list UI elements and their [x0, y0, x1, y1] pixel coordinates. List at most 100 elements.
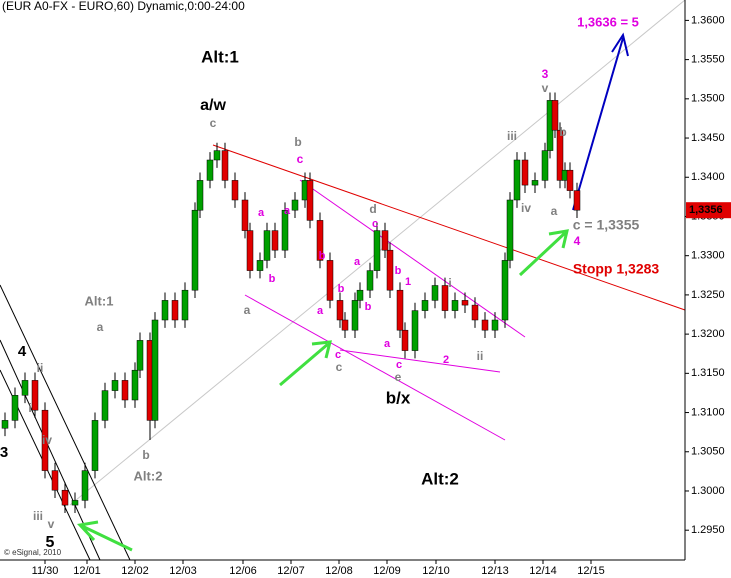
annotation: a: [97, 320, 104, 334]
y-tick-label: 1.3000: [691, 485, 725, 497]
candle-body: [11, 395, 19, 421]
y-tick-label: 1.2950: [691, 524, 725, 536]
x-tick-label: 12/14: [529, 565, 557, 577]
candle-body: [213, 150, 221, 161]
x-tick-label: 11/30: [32, 565, 59, 577]
y-tick-label: 1.3250: [691, 289, 725, 301]
candle-body: [501, 260, 509, 321]
annotation: 3: [0, 444, 8, 461]
candle-body: [221, 150, 229, 181]
candle-body: [71, 500, 79, 506]
annotation: a: [284, 205, 291, 217]
annotation: 3: [542, 67, 549, 81]
candle-body: [336, 300, 344, 321]
annotation: Stopp 1,3283: [573, 261, 660, 277]
y-tick-label: 1.3500: [691, 93, 725, 105]
x-tick-label: 12/06: [229, 565, 257, 577]
annotation: a/w: [200, 97, 226, 114]
annotation: a: [317, 305, 324, 317]
candle-body: [341, 319, 349, 331]
candle-body: [421, 300, 429, 311]
channel-line: [0, 284, 131, 561]
candle-body: [326, 260, 334, 301]
annotation: d: [369, 202, 376, 216]
trend-line: [212, 144, 686, 311]
candle-body: [573, 190, 581, 211]
candle-body: [206, 159, 214, 181]
x-tick-label: 12/15: [577, 565, 605, 577]
candle-body: [351, 300, 359, 331]
candle-body: [566, 169, 574, 191]
annotation: 1: [405, 276, 411, 288]
annotation: e: [395, 370, 402, 384]
annotation: iv: [521, 201, 531, 215]
annotation: b: [365, 301, 372, 313]
candle-body: [521, 159, 529, 186]
candle-body: [131, 369, 139, 401]
candle-body: [41, 409, 49, 471]
candle-body: [441, 285, 449, 311]
x-tick-label: 12/07: [277, 565, 305, 577]
wedge-line: [244, 294, 506, 441]
candle-body: [366, 270, 374, 291]
annotation: b: [142, 448, 149, 462]
target-arrow: [572, 32, 629, 211]
annotation: Alt:1: [201, 47, 239, 66]
candle-body: [263, 230, 271, 261]
x-tick-label: 12/10: [422, 565, 450, 577]
annotation: Alt:1: [85, 293, 114, 308]
copyright: © eSignal, 2010: [4, 548, 62, 557]
annotation: iv: [42, 433, 52, 447]
candle-body: [191, 209, 199, 291]
candle-body: [151, 319, 159, 421]
annotation: Alt:2: [134, 468, 163, 483]
green-arrow: [518, 229, 569, 277]
annotation: a: [244, 303, 251, 317]
candle-body: [373, 230, 381, 271]
candle-body: [411, 310, 419, 351]
annotation: c: [297, 152, 304, 166]
candle-body: [101, 390, 109, 421]
candle-body: [471, 304, 479, 321]
annotation: b: [319, 250, 326, 262]
candle-body: [551, 100, 559, 131]
annotation: v: [48, 517, 55, 531]
annotation: v: [542, 81, 549, 95]
candle-body: [513, 159, 521, 201]
annotation: Alt:2: [421, 469, 459, 488]
annotation: b: [559, 125, 566, 139]
candle-body: [431, 285, 439, 301]
annotation: b: [338, 283, 345, 295]
annotation: ii: [477, 349, 484, 363]
candle-body: [51, 470, 59, 491]
annotation: i: [28, 401, 31, 415]
green-arrow: [279, 340, 332, 387]
x-tick-label: 12/02: [121, 565, 149, 577]
candle-body: [196, 180, 204, 211]
candle-body: [1, 420, 9, 429]
candle-body: [121, 380, 129, 401]
candle-body: [386, 249, 394, 291]
y-tick-label: 1.3600: [691, 14, 725, 26]
annotation: 5: [46, 534, 55, 551]
candle-body: [181, 289, 189, 321]
chart-title: (EUR A0-FX - EURO,60) Dynamic,0:00-24:00: [2, 0, 245, 13]
x-tick-label: 12/03: [169, 565, 197, 577]
candle-body: [271, 230, 279, 251]
y-tick-label: 1.3450: [691, 132, 725, 144]
annotation: c: [335, 349, 341, 361]
candle-body: [531, 180, 539, 186]
wedge-line: [299, 179, 526, 338]
price-tag: 1,3356: [689, 204, 723, 216]
candle-body: [461, 300, 469, 306]
candle-body: [256, 260, 264, 271]
annotation: b: [269, 273, 276, 285]
annotation: 4: [574, 234, 581, 248]
y-tick-label: 1.3150: [691, 367, 725, 379]
annotation: c: [210, 116, 217, 130]
candle-body: [231, 180, 239, 201]
candle-body: [31, 380, 39, 411]
candle-body: [241, 199, 249, 231]
drawings: [0, 0, 686, 561]
